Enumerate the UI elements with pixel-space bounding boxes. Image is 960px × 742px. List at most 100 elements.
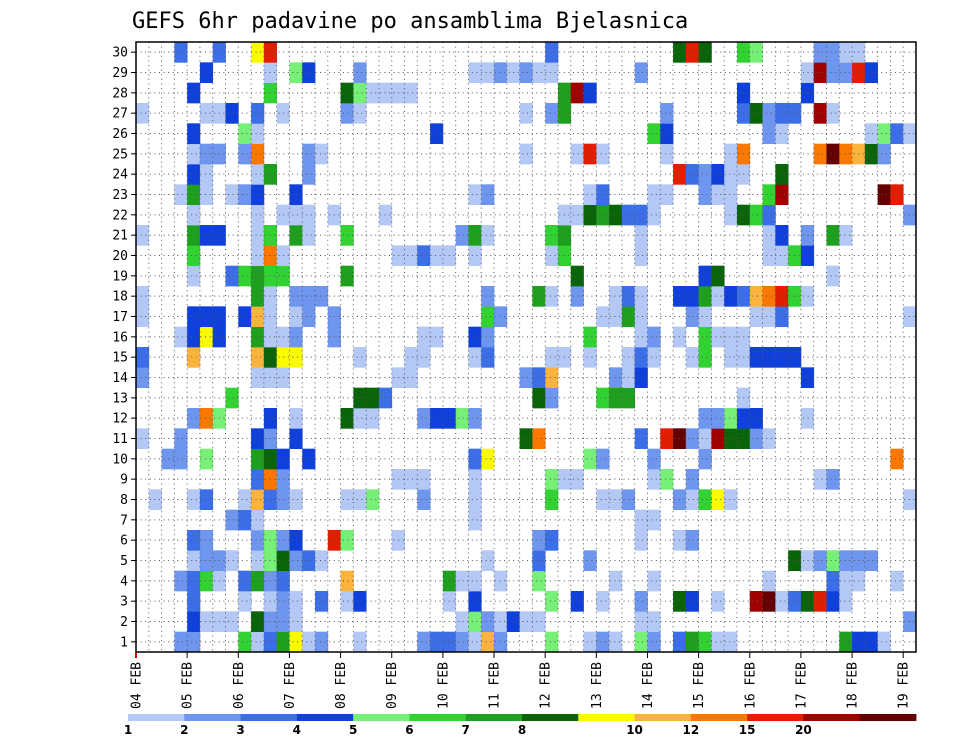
heatmap-cell [263,42,278,63]
heatmap-cell [724,286,738,307]
x-tick-label: 19 FEB [897,662,912,709]
heatmap-cell [724,164,738,185]
heatmap-cell [596,204,610,226]
heatmap-cell [353,631,367,653]
heatmap-cell [289,408,303,429]
heatmap-cell [762,103,776,124]
heatmap-cell [609,387,623,409]
heatmap-cell [698,286,712,307]
heatmap-cell [890,570,904,592]
x-tick-label: 08 FEB [334,662,349,709]
y-tick-label: 7 [120,513,128,528]
heatmap-cell [685,164,699,185]
y-tick-label: 9 [120,473,128,488]
colorbar-segment [747,714,804,721]
y-axis: 1234567891011121314151617181920212223242… [112,46,136,650]
heatmap-cell [762,347,776,368]
heatmap-cell [647,570,661,592]
heatmap-cell [494,611,508,633]
heatmap-cell [762,204,776,226]
heatmap-cell [468,570,482,592]
heatmap-cell [187,164,201,185]
heatmap-cell [468,184,482,206]
heatmap-cell [187,123,201,145]
heatmap-cell [378,204,393,226]
heatmap-cell [225,550,239,572]
heatmap-cell [251,489,265,511]
heatmap-cell [583,631,597,653]
y-tick-label: 20 [112,249,128,264]
heatmap-cell [199,103,214,124]
heatmap-cell [532,387,546,409]
heatmap-cell [366,82,380,104]
heatmap-cell [161,448,175,470]
heatmap-cell [890,123,904,145]
heatmap-cell [289,326,303,348]
heatmap-cell [685,428,699,450]
y-tick-label: 16 [112,330,128,345]
y-tick-label: 5 [120,554,128,569]
heatmap-cell [289,286,303,307]
heatmap-cell [634,225,648,246]
heatmap-cell [698,347,712,368]
heatmap-cell [225,184,239,206]
heatmap-cell [302,225,316,246]
heatmap-cell [263,265,278,287]
heatmap-cell [187,265,201,287]
heatmap-cell [711,265,725,287]
y-tick-label: 13 [112,391,128,406]
heatmap-cell [685,347,699,368]
heatmap-cell [800,82,815,104]
heatmap-cell [251,306,265,328]
heatmap-cell [698,306,712,328]
heatmap-cell [251,123,265,145]
heatmap-cell [685,591,699,612]
heatmap-cell [749,347,763,368]
heatmap-cell [596,448,610,470]
heatmap-cell [647,611,661,633]
chart-title: GEFS 6hr padavine po ansamblima Bjelasni… [132,9,688,34]
heatmap-cell [199,489,214,511]
heatmap-cell [660,469,674,490]
heatmap-cell [187,591,201,612]
heatmap-cell [634,530,648,551]
heatmap-cell [724,326,738,348]
heatmap-cell [890,448,904,470]
x-tick-label: 09 FEB [385,662,400,709]
heatmap-cell [724,347,738,368]
heatmap-cell [302,550,316,572]
heatmap-cell [826,225,840,246]
heatmap-cell [251,347,265,368]
heatmap-cell [263,570,278,592]
heatmap-cell [647,204,661,226]
colorbar: 1 2 3 4 5 6 7 8 10 12 15 20 [124,714,917,737]
heatmap-cell [378,387,393,409]
heatmap-cell [199,306,214,328]
heatmap-cell [187,530,201,551]
heatmap-cell [353,82,367,104]
heatmap-cell [698,448,712,470]
heatmap-cell [519,143,533,165]
heatmap-cell [225,103,239,124]
heatmap-cell [225,509,239,531]
colorbar-segment [465,714,523,721]
heatmap-cell [353,408,367,429]
heatmap-cell [839,570,853,592]
heatmap-cell [762,184,776,206]
heatmap-cell [199,448,214,470]
heatmap-cell [532,286,546,307]
y-tick-label: 22 [112,208,128,223]
heatmap-cell [378,82,393,104]
heatmap-cell [634,286,648,307]
heatmap-cell [749,204,763,226]
heatmap-cell [251,225,265,246]
heatmap-cell [238,509,252,531]
heatmap-cell [468,611,482,633]
y-tick-label: 23 [112,188,128,203]
heatmap-cell [468,489,482,511]
heatmap-cell [749,42,763,63]
heatmap-cells [136,42,917,653]
heatmap-cell [532,550,546,572]
y-tick-label: 15 [112,351,128,366]
heatmap-cell [583,326,597,348]
